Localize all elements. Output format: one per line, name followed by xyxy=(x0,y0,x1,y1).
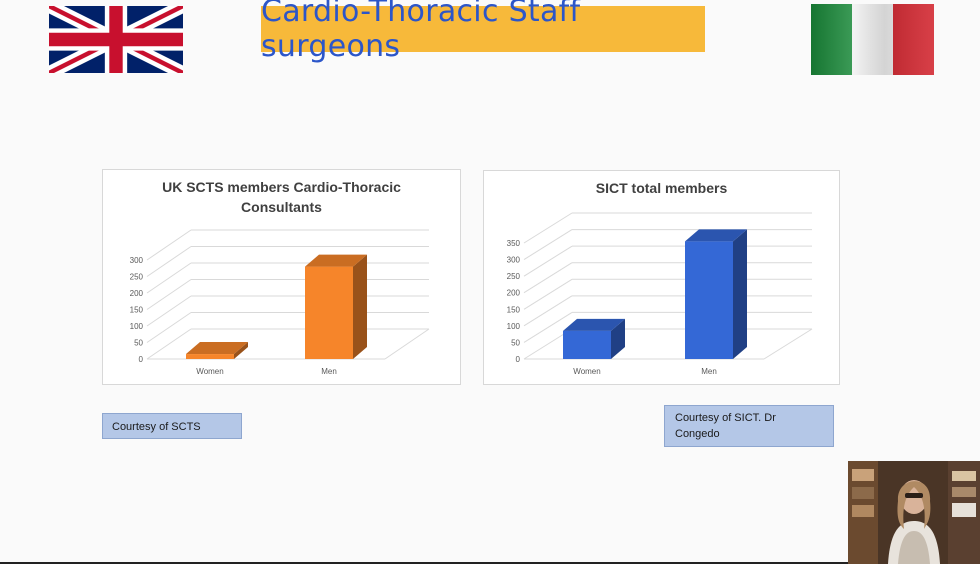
uk-y-tick-label: 150 xyxy=(130,306,144,315)
italy-bar-side-women xyxy=(611,318,625,359)
uk-gridline-depth xyxy=(146,229,192,261)
italy-y-tick-label: 150 xyxy=(507,305,521,314)
uk-bar-side-women xyxy=(234,342,248,359)
italy-y-tick-label: 100 xyxy=(507,322,521,331)
uk-bar-top-women xyxy=(186,342,248,355)
uk-gridline-depth xyxy=(146,246,192,277)
italy-gridline-depth xyxy=(523,245,573,277)
italy-gridline-depth xyxy=(523,212,573,244)
italy-y-tick-label: 250 xyxy=(507,272,521,281)
uk-bar-men xyxy=(305,266,353,359)
italy-bar-top-women xyxy=(563,318,625,331)
uk-y-tick-label: 50 xyxy=(134,339,143,348)
italy-y-tick-label: 200 xyxy=(507,289,521,298)
italy-bar-top-men xyxy=(685,229,747,242)
uk-y-tick-label: 200 xyxy=(130,289,144,298)
italy-gridline-depth xyxy=(523,229,573,260)
uk-gridline-depth xyxy=(146,279,192,310)
uk-gridline-depth xyxy=(146,312,192,343)
uk-x-tick-label: Women xyxy=(196,367,223,376)
italy-chart: SICT total members 0 50 100 150 200 250 300 350… xyxy=(483,170,840,385)
italy-x-tick-label: Men xyxy=(701,367,717,376)
uk-x-tick-label: Men xyxy=(321,367,337,376)
italy-gridline-depth xyxy=(523,262,573,294)
italy-y-tick-label: 350 xyxy=(507,239,521,248)
uk-floor-edge-depth xyxy=(384,328,430,360)
uk-gridline-depth xyxy=(146,295,192,327)
italy-bar-side-men xyxy=(733,229,747,359)
uk-y-tick-label: 100 xyxy=(130,322,144,331)
italy-bar-men xyxy=(685,241,733,359)
bottom-divider xyxy=(0,562,848,564)
italy-source-caption: Courtesy of SICT. Dr Congedo xyxy=(664,405,834,447)
italy-flag-icon xyxy=(811,4,934,75)
uk-source-caption: Courtesy of SCTS xyxy=(102,413,242,439)
uk-gridline-depth xyxy=(146,328,192,360)
uk-chart-title: UK SCTS members Cardio-Thoracic Consulta… xyxy=(162,179,401,215)
uk-bar-top-men xyxy=(305,254,367,267)
italy-y-tick-label: 50 xyxy=(511,338,520,347)
italy-bar-women xyxy=(563,330,611,359)
italy-y-tick-label: 300 xyxy=(507,256,521,265)
uk-chart: UK SCTS members Cardio-Thoracic Consulta… xyxy=(102,169,461,385)
italy-y-tick-label: 0 xyxy=(516,355,521,364)
uk-bar-chart: 0 50 100 150 200 250 300 Women Men xyxy=(130,229,430,376)
uk-y-tick-label: 300 xyxy=(130,256,144,265)
uk-bar-side-men xyxy=(353,254,367,359)
italy-floor-edge-depth xyxy=(763,328,813,360)
uk-y-tick-label: 250 xyxy=(130,273,144,282)
italy-chart-title: SICT total members xyxy=(595,180,728,196)
italy-gridline-depth xyxy=(523,278,573,310)
slide-title: Cardio-Thoracic Staff surgeons xyxy=(261,0,705,64)
uk-flag-icon xyxy=(49,6,183,73)
italy-gridline-depth xyxy=(523,312,573,343)
italy-x-tick-label: Women xyxy=(573,367,600,376)
presenter-video-thumbnail xyxy=(848,461,980,564)
italy-bar-chart: 0 50 100 150 200 250 300 350 Women Men xyxy=(507,212,813,376)
uk-bar-women xyxy=(186,354,234,359)
uk-y-tick-label: 0 xyxy=(139,355,144,364)
uk-gridline-depth xyxy=(146,262,192,294)
italy-gridline-depth xyxy=(523,295,573,327)
